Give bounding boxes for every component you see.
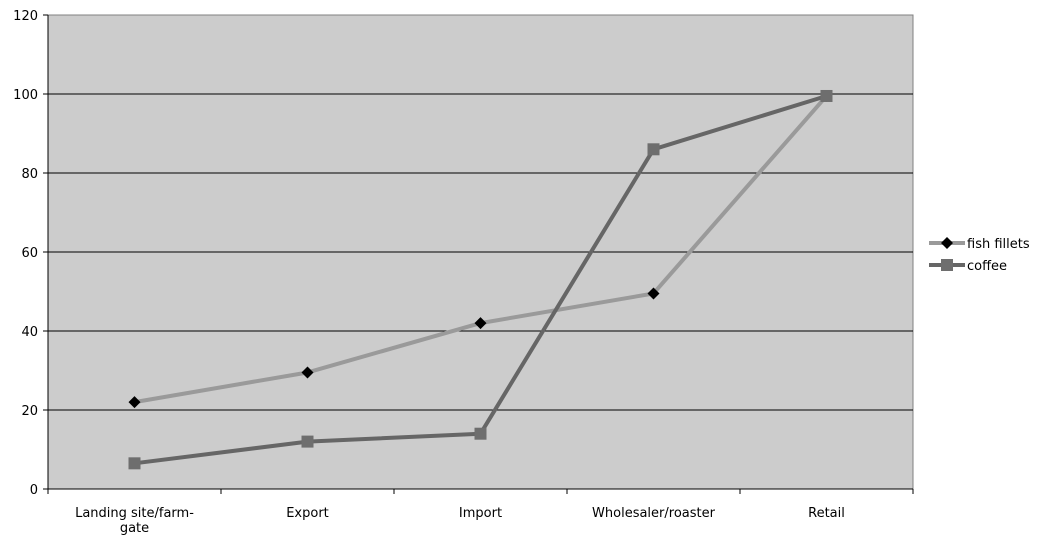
y-tick-label: 60 (21, 246, 38, 261)
x-tick-label: Export (286, 506, 329, 521)
data-point-marker (647, 287, 660, 300)
legend: fish fillets coffee (929, 237, 1030, 274)
legend-marker (941, 259, 953, 271)
legend-label: coffee (967, 259, 1007, 274)
data-point-marker (820, 89, 833, 102)
data-point-marker (301, 366, 314, 379)
y-tick-label: 120 (13, 9, 38, 24)
legend-marker (941, 237, 953, 249)
x-tick-label: Import (459, 506, 502, 521)
data-point-marker (128, 396, 141, 409)
data-point-marker (301, 435, 314, 448)
data-point-marker (128, 457, 141, 470)
x-tick-label: Wholesaler/roaster (592, 506, 716, 521)
data-point-marker (474, 317, 487, 330)
y-tick-label: 0 (30, 483, 38, 498)
y-tick-label: 40 (21, 325, 38, 340)
legend-label: fish fillets (967, 237, 1030, 252)
y-tick-label: 20 (21, 404, 38, 419)
data-point-marker (474, 427, 487, 440)
y-tick-label: 100 (13, 88, 38, 103)
x-tick-label: Retail (808, 506, 845, 521)
y-tick-label: 80 (21, 167, 38, 182)
data-point-marker (647, 143, 660, 156)
series-coffee (128, 89, 833, 470)
x-tick-label: Landing site/farm-gate (75, 506, 194, 536)
